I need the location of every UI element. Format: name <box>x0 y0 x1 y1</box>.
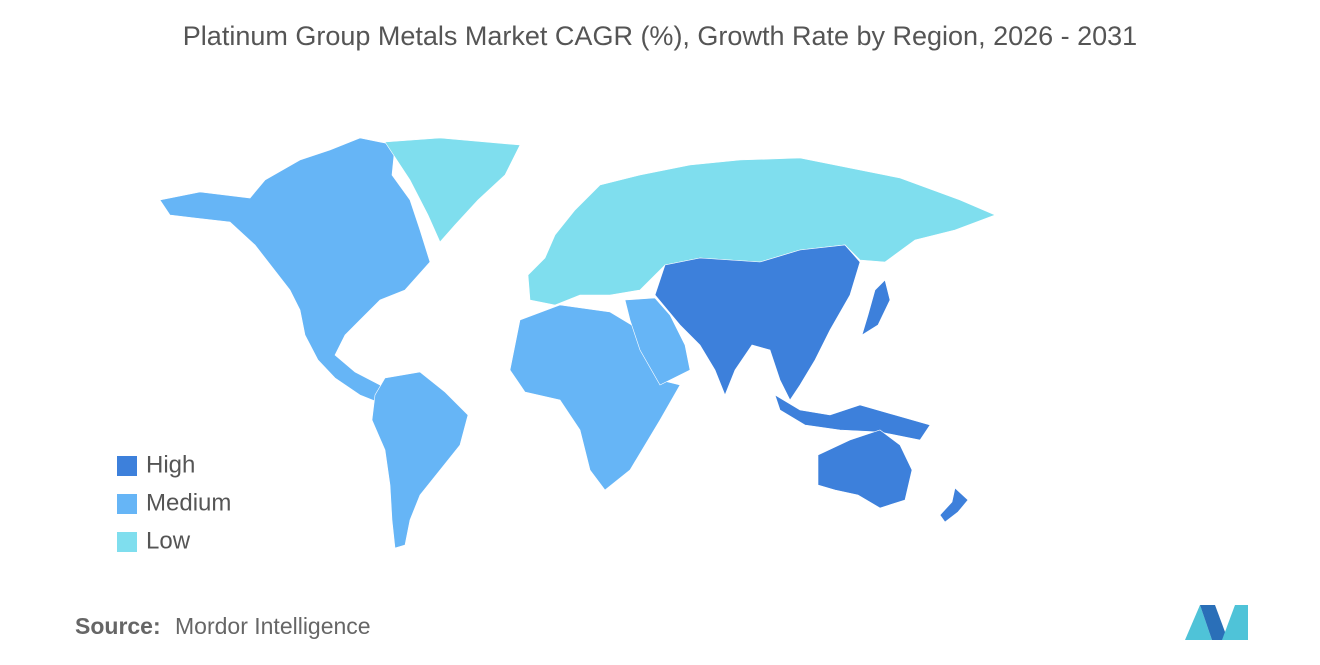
legend-swatch <box>117 494 137 514</box>
middle-east <box>624 297 691 386</box>
new-zealand <box>939 487 969 523</box>
australia <box>817 429 913 509</box>
logo-shape <box>1222 605 1248 640</box>
source-key: Source: <box>75 613 161 639</box>
africa <box>509 304 681 491</box>
legend-swatch <box>117 456 137 476</box>
legend: High Medium Low <box>117 451 231 554</box>
logo-shape <box>1200 605 1228 640</box>
europe-russia <box>527 157 996 306</box>
title: Platinum Group Metals Market CAGR (%), G… <box>183 21 1137 51</box>
southeast-asia <box>774 394 931 441</box>
legend-label: High <box>146 451 195 478</box>
japan <box>861 279 891 336</box>
greenland <box>384 137 521 243</box>
logo-shape <box>1185 605 1212 640</box>
legend-label: Medium <box>146 489 231 516</box>
north-america <box>159 137 431 406</box>
source-value: Mordor Intelligence <box>175 613 371 639</box>
south-america <box>371 371 469 549</box>
legend-swatch <box>117 532 137 552</box>
logo <box>1185 605 1248 640</box>
legend-label: Low <box>146 527 191 554</box>
asia <box>654 244 861 401</box>
world-map <box>159 137 996 549</box>
